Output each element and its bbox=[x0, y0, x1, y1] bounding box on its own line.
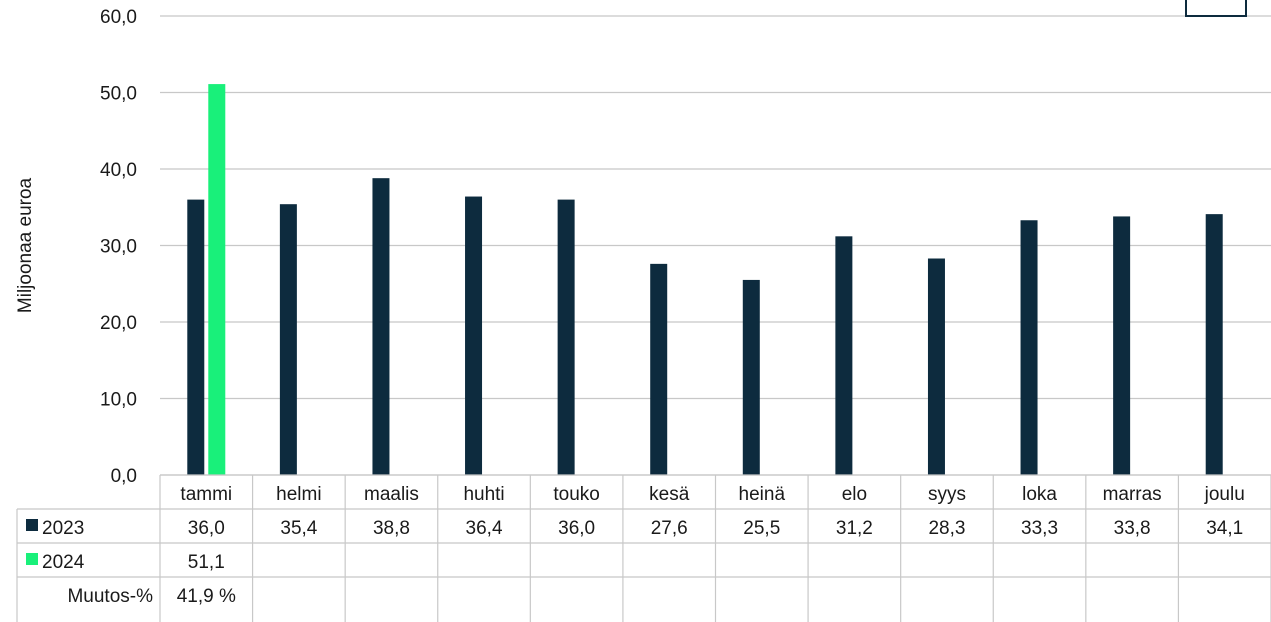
category-label: maalis bbox=[364, 484, 419, 505]
data-table: tammi helmi maalis huhti touko kesä heinä elo sy… bbox=[16, 474, 1271, 622]
y-tick-label: 50,0 bbox=[100, 84, 137, 105]
bar-2023-loka bbox=[1020, 220, 1038, 475]
category-label: elo bbox=[842, 484, 867, 505]
bar-2023-helmi bbox=[279, 204, 297, 475]
bar-2023-joulu bbox=[1205, 214, 1223, 475]
bar-2023-maalis bbox=[372, 178, 390, 475]
bar-2023-tammi bbox=[187, 199, 205, 475]
data-label: 34,1 bbox=[1206, 518, 1243, 539]
category-label: touko bbox=[553, 484, 599, 505]
change-label: 41,9 % bbox=[177, 586, 236, 607]
category-label: tammi bbox=[180, 484, 232, 505]
data-label: 33,8 bbox=[1114, 518, 1151, 539]
data-label: 36,4 bbox=[466, 518, 503, 539]
bar-2023-touko bbox=[557, 199, 575, 475]
y-axis-label: Miljoonaa euroa bbox=[15, 177, 36, 313]
data-label: 38,8 bbox=[373, 518, 410, 539]
category-label: marras bbox=[1103, 484, 1162, 505]
bar-2023-huhti bbox=[465, 196, 483, 476]
category-label: heinä bbox=[739, 484, 786, 505]
data-label: 31,2 bbox=[836, 518, 873, 539]
data-label: 33,3 bbox=[1021, 518, 1058, 539]
legend-key-2024 bbox=[26, 553, 38, 565]
data-label: 51,1 bbox=[188, 552, 225, 573]
category-label: huhti bbox=[463, 484, 504, 505]
bar-2024-tammi bbox=[208, 84, 226, 476]
data-label: 36,0 bbox=[188, 518, 225, 539]
data-label: 35,4 bbox=[280, 518, 317, 539]
legend-key-2023 bbox=[26, 519, 38, 531]
bar-2023-kesä bbox=[650, 263, 668, 475]
data-label: 36,0 bbox=[558, 518, 595, 539]
category-label: kesä bbox=[649, 484, 690, 505]
bar-2023-heinä bbox=[742, 279, 760, 475]
row-label: Muutos-% bbox=[67, 586, 153, 607]
y-tick-label: 40,0 bbox=[100, 160, 137, 181]
legend-label: 2023 bbox=[42, 518, 84, 539]
corner-frame bbox=[1185, 0, 1247, 17]
legend-label: 2024 bbox=[42, 552, 85, 573]
bars bbox=[187, 84, 1223, 476]
y-axis-ticks: 0,0 10,0 20,0 30,0 40,0 50,0 60,0 bbox=[100, 7, 137, 487]
y-tick-label: 0,0 bbox=[111, 466, 137, 487]
bar-2023-syys bbox=[927, 258, 945, 475]
y-tick-label: 30,0 bbox=[100, 237, 137, 258]
category-label: loka bbox=[1022, 484, 1057, 505]
category-label: helmi bbox=[276, 484, 321, 505]
y-tick-label: 60,0 bbox=[100, 7, 137, 28]
gridlines bbox=[160, 15, 1271, 476]
category-label: syys bbox=[928, 484, 966, 505]
y-tick-label: 20,0 bbox=[100, 313, 137, 334]
bar-2023-marras bbox=[1113, 216, 1131, 475]
data-label: 28,3 bbox=[928, 518, 965, 539]
y-tick-label: 10,0 bbox=[100, 390, 137, 411]
data-label: 25,5 bbox=[743, 518, 780, 539]
bar-2023-elo bbox=[835, 236, 853, 475]
category-label: joulu bbox=[1204, 484, 1245, 505]
data-label: 27,6 bbox=[651, 518, 688, 539]
